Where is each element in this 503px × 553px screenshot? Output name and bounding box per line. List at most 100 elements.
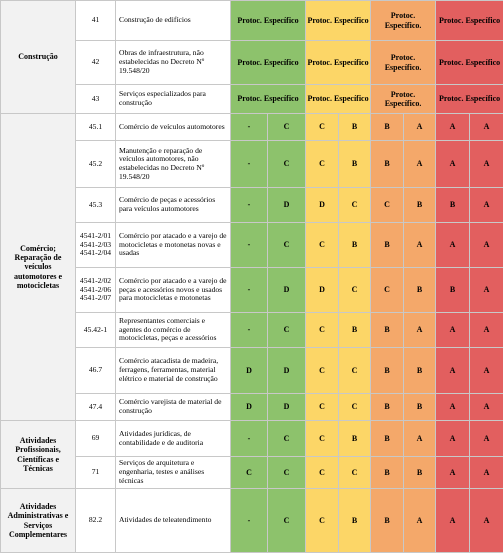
code: 69	[79, 434, 112, 443]
level-merged: Protoc. Específico	[306, 41, 371, 85]
level: A	[404, 114, 436, 141]
code: 45.1	[79, 123, 112, 132]
level: A	[470, 394, 503, 421]
level: B	[371, 489, 404, 553]
code: 45.2	[79, 160, 112, 169]
level-merged: Protoc. Específico	[306, 1, 371, 41]
level: A	[404, 223, 436, 268]
level: B	[404, 457, 436, 489]
level: C	[306, 223, 339, 268]
code-cell: 41	[76, 1, 116, 41]
level-merged: Protoc. Específico	[306, 85, 371, 114]
code: 71	[79, 468, 112, 477]
level: C	[306, 489, 339, 553]
level: C	[231, 457, 268, 489]
code-cell: 46.7	[76, 348, 116, 394]
level: C	[306, 348, 339, 394]
level: C	[339, 268, 371, 313]
code: 4541-2/07	[79, 294, 112, 303]
level: -	[231, 421, 268, 457]
level-merged: Protoc. Específico	[436, 41, 503, 85]
level: C	[371, 268, 404, 313]
level: A	[470, 141, 503, 188]
level: -	[231, 313, 268, 348]
level-merged: Protoc. Específico.	[371, 41, 436, 85]
code: 47.4	[79, 403, 112, 412]
level: B	[339, 313, 371, 348]
level: B	[339, 489, 371, 553]
level: C	[268, 313, 306, 348]
code-cell: 45.1	[76, 114, 116, 141]
level: A	[436, 114, 470, 141]
level: B	[339, 114, 371, 141]
code-cell: 45.3	[76, 188, 116, 223]
level: C	[268, 457, 306, 489]
level: B	[404, 268, 436, 313]
level: A	[404, 141, 436, 188]
level: C	[306, 421, 339, 457]
level: B	[436, 268, 470, 313]
description: Construção de edifícios	[116, 1, 231, 41]
level: A	[404, 489, 436, 553]
description: Manutenção e reparação de veículos autom…	[116, 141, 231, 188]
level: D	[306, 268, 339, 313]
description: Atividades de teleatendimento	[116, 489, 231, 553]
level: C	[339, 457, 371, 489]
code-cell: 71	[76, 457, 116, 489]
description: Atividades jurídicas, de contabilidade e…	[116, 421, 231, 457]
level: A	[470, 348, 503, 394]
level: C	[268, 421, 306, 457]
description: Comércio por atacado e a varejo de motoc…	[116, 223, 231, 268]
code-cell: 82.2	[76, 489, 116, 553]
level-merged: Protoc. Específico.	[371, 85, 436, 114]
level: C	[306, 114, 339, 141]
table-row: Atividades Profissionais, Científicas e …	[1, 421, 503, 457]
level: B	[404, 348, 436, 394]
description: Comércio por atacado e a varejo de peças…	[116, 268, 231, 313]
level: A	[470, 223, 503, 268]
description: Serviços especializados para construção	[116, 85, 231, 114]
table-row: 45.2 Manutenção e reparação de veículos a…	[1, 141, 503, 188]
level: B	[436, 188, 470, 223]
code-cell: 47.4	[76, 394, 116, 421]
level: C	[306, 141, 339, 188]
level: B	[404, 394, 436, 421]
code: 41	[79, 16, 112, 25]
level: A	[404, 313, 436, 348]
level: C	[268, 141, 306, 188]
description: Obras de infraestrutura, não estabelecid…	[116, 41, 231, 85]
level: A	[404, 421, 436, 457]
level: A	[436, 394, 470, 421]
level: A	[470, 457, 503, 489]
code: 45.42-1	[79, 326, 112, 335]
level: C	[306, 313, 339, 348]
level: -	[231, 188, 268, 223]
group-label: Atividades Profissionais, Científicas e …	[1, 421, 76, 489]
description: Comércio de peças e acessórios para veíc…	[116, 188, 231, 223]
code-cell: 69	[76, 421, 116, 457]
code-cell: 45.2	[76, 141, 116, 188]
code: 4541-2/04	[79, 249, 112, 258]
code: 43	[79, 95, 112, 104]
level: C	[306, 394, 339, 421]
level: -	[231, 268, 268, 313]
level: B	[371, 394, 404, 421]
level: B	[371, 114, 404, 141]
code-cell: 43	[76, 85, 116, 114]
description: Comércio atacadista de madeira, ferragen…	[116, 348, 231, 394]
level: A	[436, 141, 470, 188]
level: C	[268, 489, 306, 553]
level: A	[470, 114, 503, 141]
